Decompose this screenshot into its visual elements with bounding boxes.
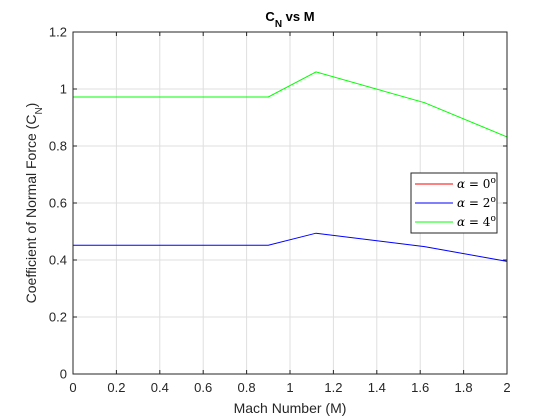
legend-label-0: α = 0o xyxy=(457,176,496,191)
x-tick-label: 1.6 xyxy=(411,380,429,395)
y-axis-label: Coefficient of Normal Force (CN) xyxy=(23,103,45,304)
legend-symbol: α xyxy=(457,177,465,191)
x-tick-label: 0.2 xyxy=(107,380,125,395)
x-tick-label: 0 xyxy=(69,380,76,395)
legend-symbol: α xyxy=(457,215,465,229)
legend-degree: o xyxy=(490,214,495,224)
legend-label-1: α = 2o xyxy=(457,195,496,210)
x-tick-label: 1 xyxy=(286,380,293,395)
y-tick-label: 0.4 xyxy=(49,253,67,268)
x-tick-label: 0.4 xyxy=(151,380,169,395)
x-axis-label: Mach Number (M) xyxy=(234,400,347,416)
y-tick-label: 0.6 xyxy=(49,196,67,211)
legend-degree: o xyxy=(490,195,495,205)
y-tick-label: 0.2 xyxy=(49,310,67,325)
legend: α = 0oα = 2oα = 4o xyxy=(410,172,498,234)
ylabel-rest: ) xyxy=(23,103,39,108)
legend-label-2: α = 4o xyxy=(457,214,496,229)
x-tick-label: 1.2 xyxy=(324,380,342,395)
y-tick-label: 1 xyxy=(60,82,67,97)
chart-title: CN vs M xyxy=(265,9,314,30)
legend-value: = 4 xyxy=(465,215,491,229)
series-line-2 xyxy=(73,71,508,138)
legend-value: = 2 xyxy=(465,196,490,210)
x-tick-label: 1.4 xyxy=(368,380,386,395)
x-tick-label: 1.8 xyxy=(455,380,473,395)
series-line-1 xyxy=(73,232,508,262)
title-rest: vs M xyxy=(282,9,315,24)
title-subscript: N xyxy=(275,19,282,30)
x-tick-label: 0.6 xyxy=(194,380,212,395)
axis-ticks: 0 0.2 0.4 0.6 0.8 1 1.2 1.4 1.6 1.8 2 0 0.2 0.4 0.6 0.8… xyxy=(49,25,511,396)
y-tick-label: 0.8 xyxy=(49,139,67,154)
y-tick-label: 0 xyxy=(60,367,67,382)
x-tick-label: 0.8 xyxy=(238,380,256,395)
legend-degree: o xyxy=(490,176,495,186)
ylabel-subscript: N xyxy=(34,107,45,114)
title-main: C xyxy=(265,9,275,24)
x-tick-label: 2 xyxy=(503,380,510,395)
legend-value: = 0 xyxy=(465,177,490,191)
y-tick-label: 1.2 xyxy=(49,25,67,40)
ylabel-main: Coefficient of Normal Force (C xyxy=(23,115,39,304)
legend-symbol: α xyxy=(457,196,465,210)
